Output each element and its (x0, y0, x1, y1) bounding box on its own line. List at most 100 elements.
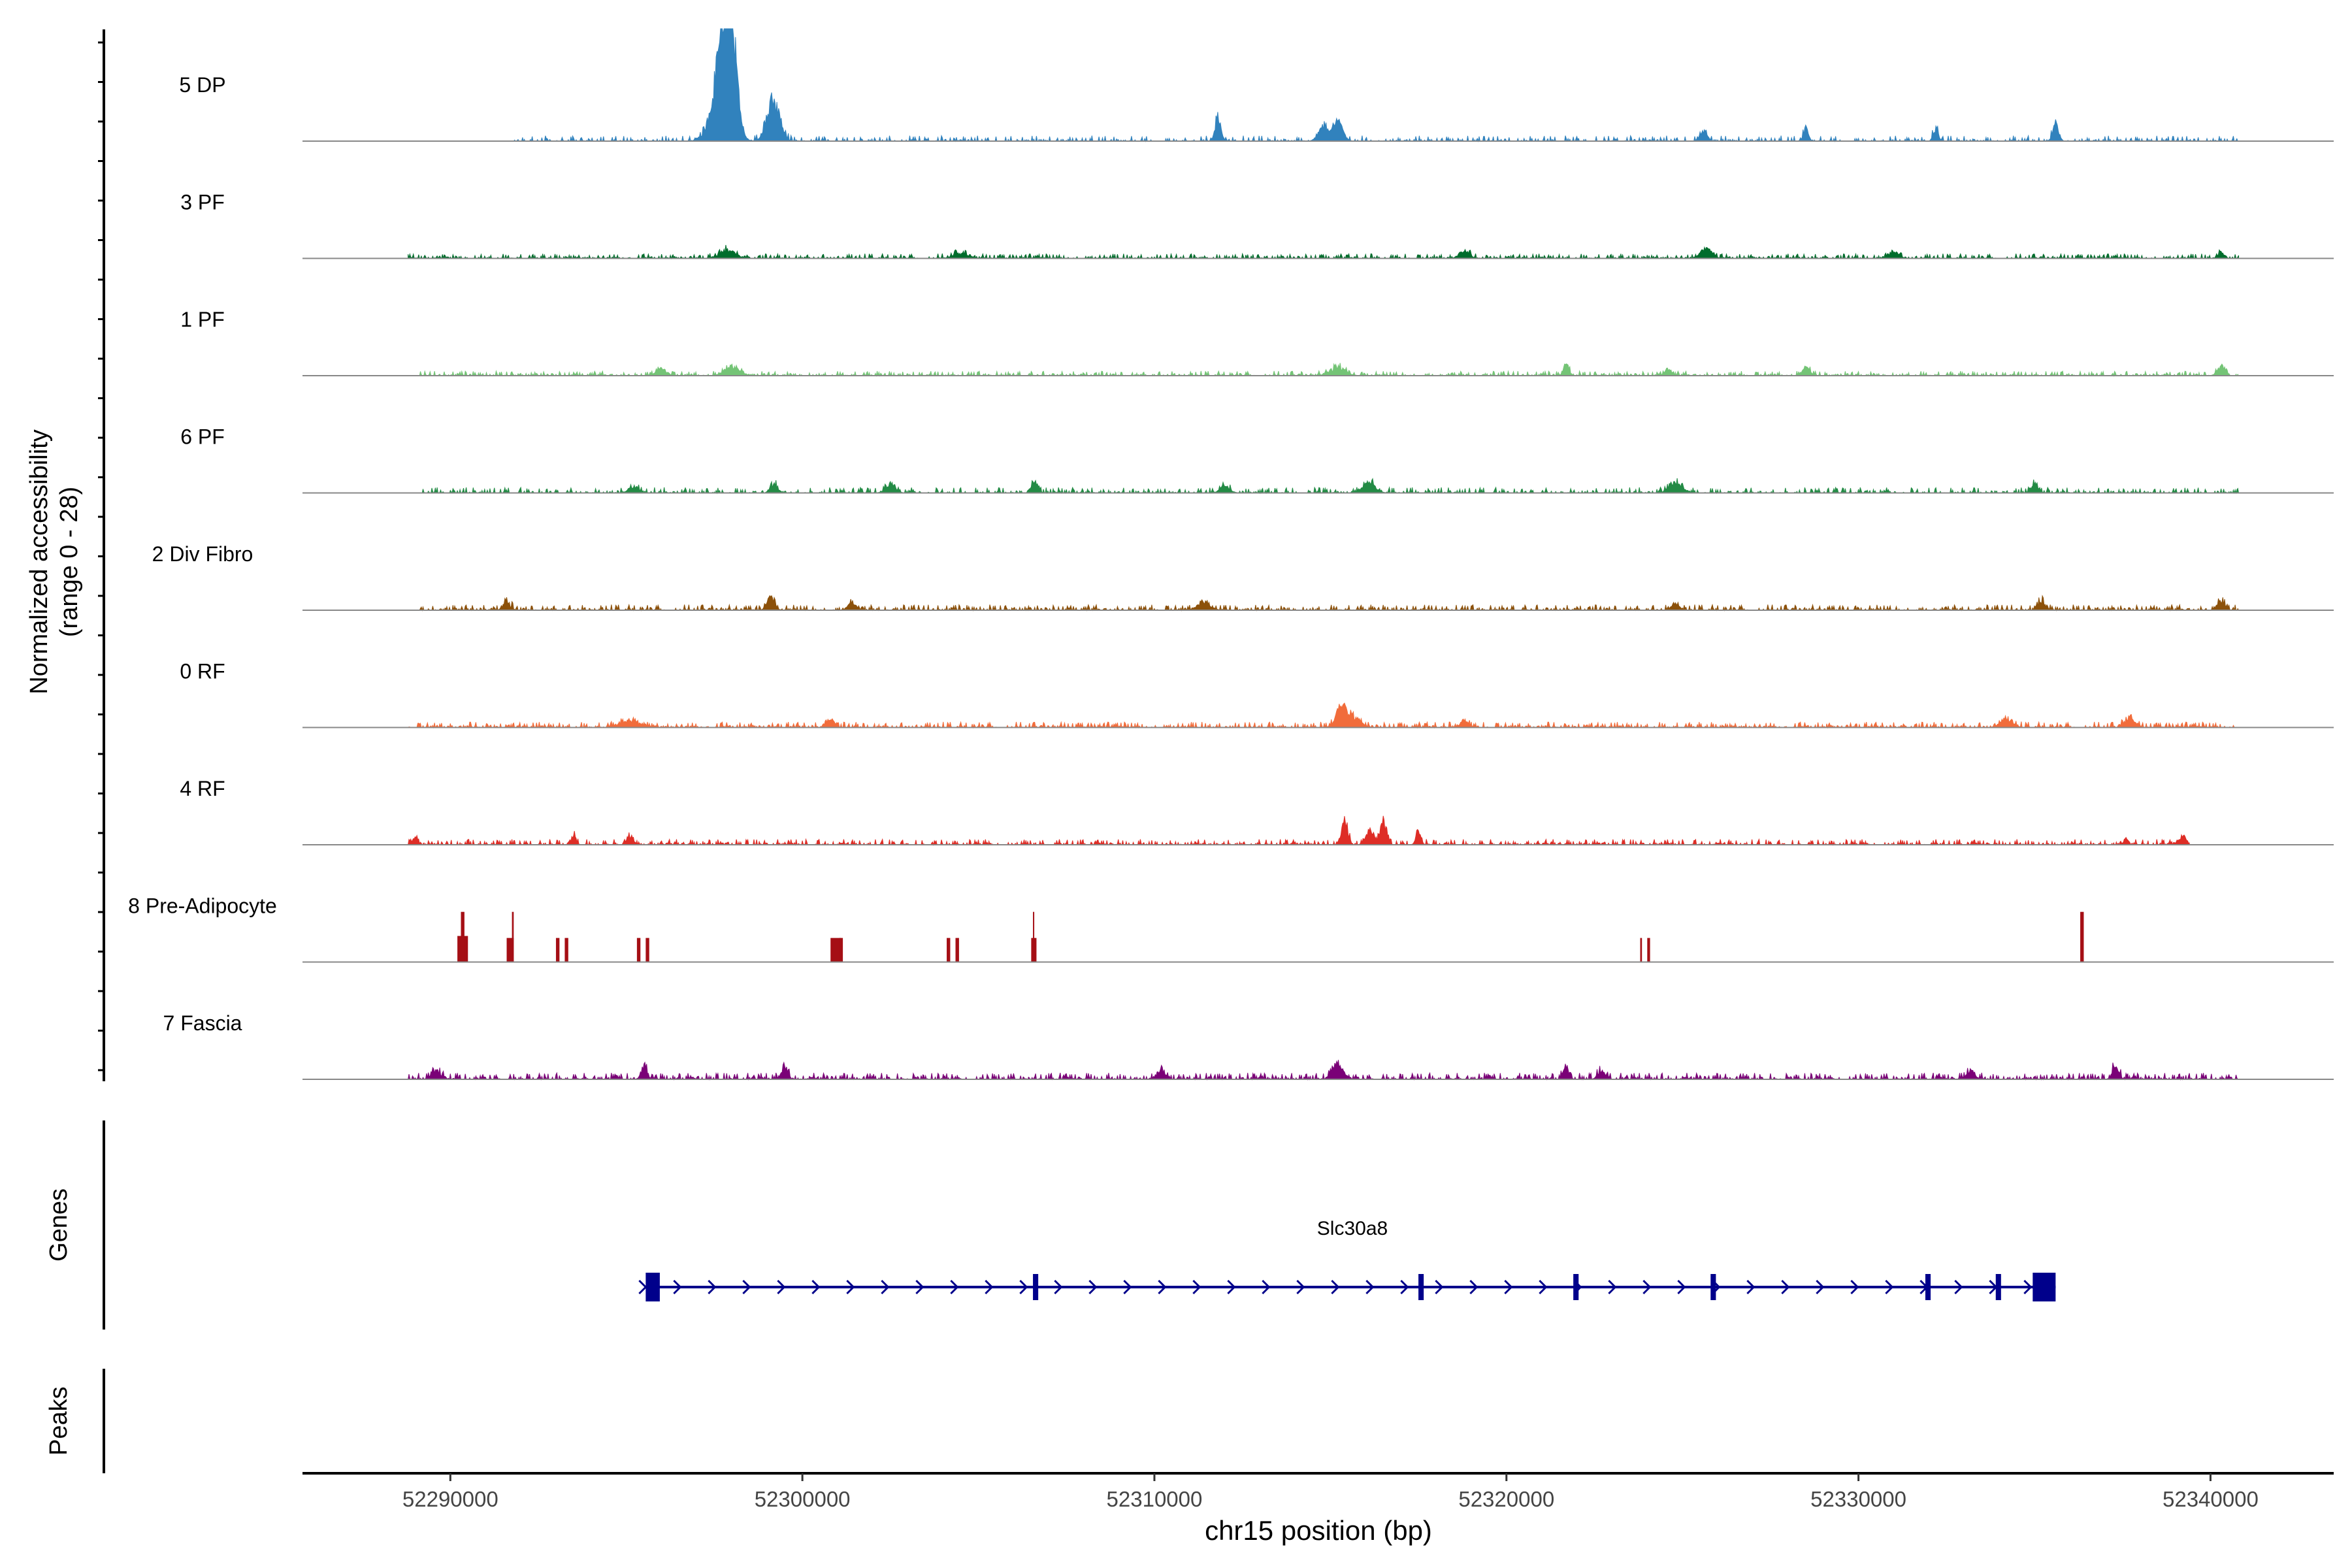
x-axis-ticks: 52290000 52300000 52310000 52320000 52330000… (402, 1473, 2259, 1511)
gene-strand-arrow (1192, 1279, 1201, 1295)
coverage-bar (645, 938, 649, 962)
gene-strand-arrow (777, 1279, 786, 1295)
track-4-rf (302, 815, 2334, 846)
gene-strand-arrow (1539, 1279, 1548, 1295)
gene-strand-arrow (846, 1279, 855, 1295)
gene-strand-arrow (811, 1279, 821, 1295)
x-tick-label: 52330000 (1810, 1487, 1906, 1511)
coverage-area (408, 244, 2239, 260)
x-tick-label: 52290000 (402, 1487, 498, 1511)
gene-exon (645, 1273, 660, 1301)
gene-strand-arrow (1365, 1279, 1375, 1295)
coverage-area (513, 28, 2239, 142)
x-tick-label: 52300000 (755, 1487, 851, 1511)
track-label: 2 Div Fibro (152, 542, 253, 566)
coverage-bar (1647, 938, 1650, 962)
gene-strand-arrow (1850, 1279, 1859, 1295)
gene-name-label: Slc30a8 (1317, 1218, 1388, 1239)
coverage-bar (1033, 911, 1035, 962)
track-label: 7 Fascia (163, 1011, 242, 1035)
y-axis-label-line2: (range 0 - 28) (56, 487, 83, 637)
gene-strand-arrow (1435, 1279, 1444, 1295)
gene-strand-arrow (1088, 1279, 1098, 1295)
y-axis-label-2: (range 0 - 28) (56, 487, 83, 637)
gene-strand-arrow (1296, 1279, 1305, 1295)
gene-exon (1418, 1274, 1424, 1300)
track-8-pre-adipocyte (302, 911, 2334, 963)
gene-strand-arrow (1400, 1279, 1409, 1295)
gene-strand-arrow (1954, 1279, 1963, 1295)
gene-exon (2033, 1273, 2056, 1301)
coverage-area (407, 702, 2239, 729)
coverage-area (408, 815, 2190, 846)
coverage-bar (512, 911, 514, 962)
y-axis-label: Normalized accessibility (25, 429, 53, 694)
gene-strand-arrow (1504, 1279, 1513, 1295)
gene-strand-arrow (1227, 1279, 1236, 1295)
track-label: 8 Pre-Adipocyte (128, 894, 277, 918)
coverage-bar (839, 938, 843, 962)
gene-strand-arrow (1642, 1279, 1652, 1295)
coverage-area (414, 363, 2240, 377)
gene-strand-arrow (881, 1279, 890, 1295)
gene-strand-arrow (1781, 1279, 1790, 1295)
gene-strand-arrow (1123, 1279, 1132, 1295)
track-1-pf (302, 363, 2334, 377)
gene-exon (1573, 1274, 1579, 1300)
gene-exon (1995, 1274, 2001, 1300)
track-7-fascia (302, 1060, 2334, 1081)
coverage-tracks (302, 28, 2334, 1081)
track-2-div-fibro (302, 595, 2334, 612)
track-0-rf (302, 702, 2334, 729)
x-tick-label: 52340000 (2163, 1487, 2259, 1511)
gene-strand-arrow (1019, 1279, 1028, 1295)
track-label: 6 PF (180, 425, 225, 449)
y-axis-label-line1: Normalized accessibility (25, 429, 53, 694)
gene-strand-arrow (1331, 1279, 1340, 1295)
track-6-pf (302, 478, 2334, 495)
gene-strand-arrow (1816, 1279, 1825, 1295)
gene-strand-arrow (1746, 1279, 1756, 1295)
coverage-bar (2080, 911, 2084, 962)
track-label: 0 RF (180, 660, 225, 683)
gene-model (638, 1273, 2056, 1301)
x-axis-title: chr15 position (bp) (1205, 1515, 1432, 1546)
coverage-bar (555, 938, 560, 962)
track-label: 4 RF (180, 777, 225, 800)
gene-strand-arrow (673, 1279, 682, 1295)
x-tick-label: 52310000 (1107, 1487, 1203, 1511)
coverage-area (418, 595, 2240, 612)
track-labels: 5 DP 3 PF 1 PF 6 PF 2 Div Fibro 0 RF 4 RF 8 Pre… (128, 73, 277, 1035)
gene-exon (1033, 1274, 1039, 1300)
x-tick-label: 52320000 (1458, 1487, 1554, 1511)
gene-strand-arrow (742, 1279, 751, 1295)
gene-strand-arrow (950, 1279, 959, 1295)
coverage-bar (1640, 938, 1642, 962)
gene-exon (1925, 1274, 1931, 1300)
track-label: 3 PF (180, 191, 225, 214)
gene-strand-arrow (1608, 1279, 1617, 1295)
track-5-dp (302, 28, 2334, 142)
gene-strand-arrow (1469, 1279, 1478, 1295)
track-label: 1 PF (180, 308, 225, 331)
left-axis-ticks (98, 29, 105, 1081)
coverage-area (408, 1060, 2239, 1081)
peaks-label: Peaks (45, 1386, 73, 1456)
gene-strand-arrow (915, 1279, 924, 1295)
coverage-area (421, 478, 2240, 495)
gene-strand-arrow (708, 1279, 717, 1295)
coverage-bar (947, 938, 951, 962)
gene-strand-arrow (985, 1279, 994, 1295)
gene-strand-arrow (638, 1279, 647, 1295)
gene-strand-arrow (1885, 1279, 1894, 1295)
coverage-bar (830, 938, 841, 962)
gene-strand-arrow (1262, 1279, 1271, 1295)
coverage-bar (506, 938, 514, 962)
coverage-bar (461, 911, 465, 962)
track-label: 5 DP (179, 73, 225, 97)
gene-strand-arrow (1158, 1279, 1167, 1295)
coverage-bar (636, 938, 641, 962)
gene-strand-arrow (2023, 1279, 2033, 1295)
gene-strand-arrow (1677, 1279, 1686, 1295)
